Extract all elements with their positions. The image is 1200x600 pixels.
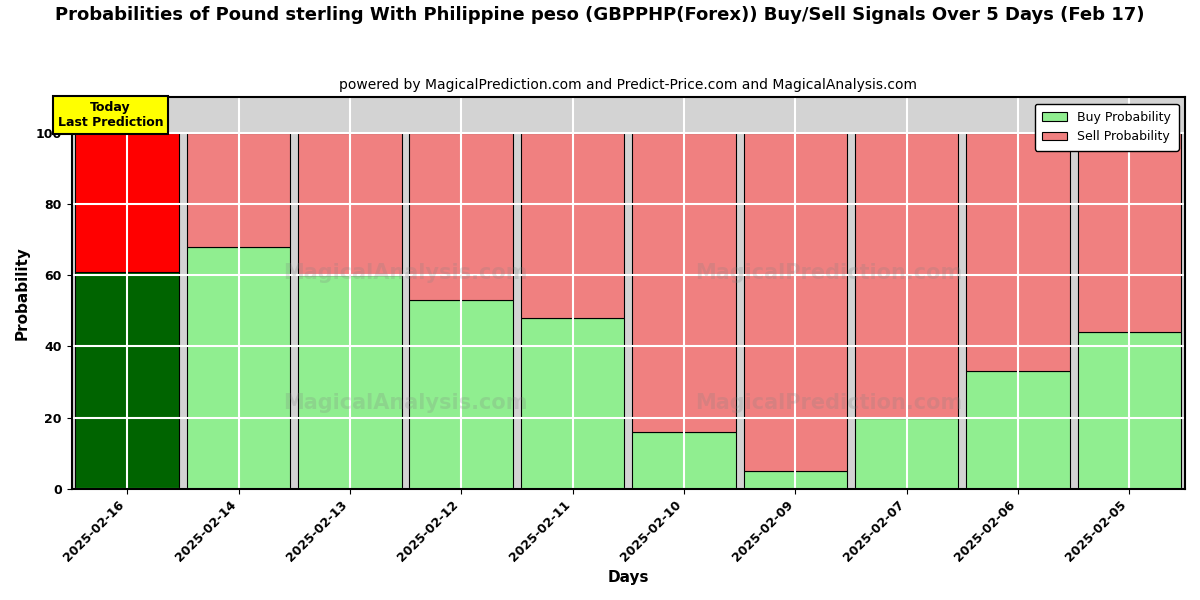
Bar xyxy=(1078,332,1181,489)
Y-axis label: Probability: Probability xyxy=(16,246,30,340)
Bar xyxy=(409,300,514,489)
Text: Probabilities of Pound sterling With Philippine peso (GBPPHP(Forex)) Buy/Sell Si: Probabilities of Pound sterling With Phi… xyxy=(55,6,1145,24)
Bar xyxy=(298,275,402,489)
Bar xyxy=(854,133,959,418)
Bar xyxy=(76,133,179,272)
Text: Today
Last Prediction: Today Last Prediction xyxy=(58,101,163,129)
Bar xyxy=(632,432,736,489)
Bar xyxy=(744,133,847,471)
Bar xyxy=(187,247,290,489)
Title: powered by MagicalPrediction.com and Predict-Price.com and MagicalAnalysis.com: powered by MagicalPrediction.com and Pre… xyxy=(340,78,917,92)
Bar xyxy=(854,418,959,489)
Bar xyxy=(966,133,1069,371)
Bar xyxy=(76,272,179,489)
Text: MagicalPrediction.com: MagicalPrediction.com xyxy=(695,392,962,413)
Text: MagicalAnalysis.com: MagicalAnalysis.com xyxy=(283,263,528,283)
Text: MagicalPrediction.com: MagicalPrediction.com xyxy=(695,263,962,283)
Bar xyxy=(744,471,847,489)
Legend: Buy Probability, Sell Probability: Buy Probability, Sell Probability xyxy=(1034,104,1178,151)
Bar xyxy=(521,133,624,318)
Bar xyxy=(632,133,736,432)
Bar xyxy=(966,371,1069,489)
Bar xyxy=(187,133,290,247)
Bar xyxy=(409,133,514,300)
Bar xyxy=(1078,133,1181,332)
Text: MagicalAnalysis.com: MagicalAnalysis.com xyxy=(283,392,528,413)
Bar xyxy=(521,318,624,489)
X-axis label: Days: Days xyxy=(607,570,649,585)
Bar xyxy=(298,133,402,275)
